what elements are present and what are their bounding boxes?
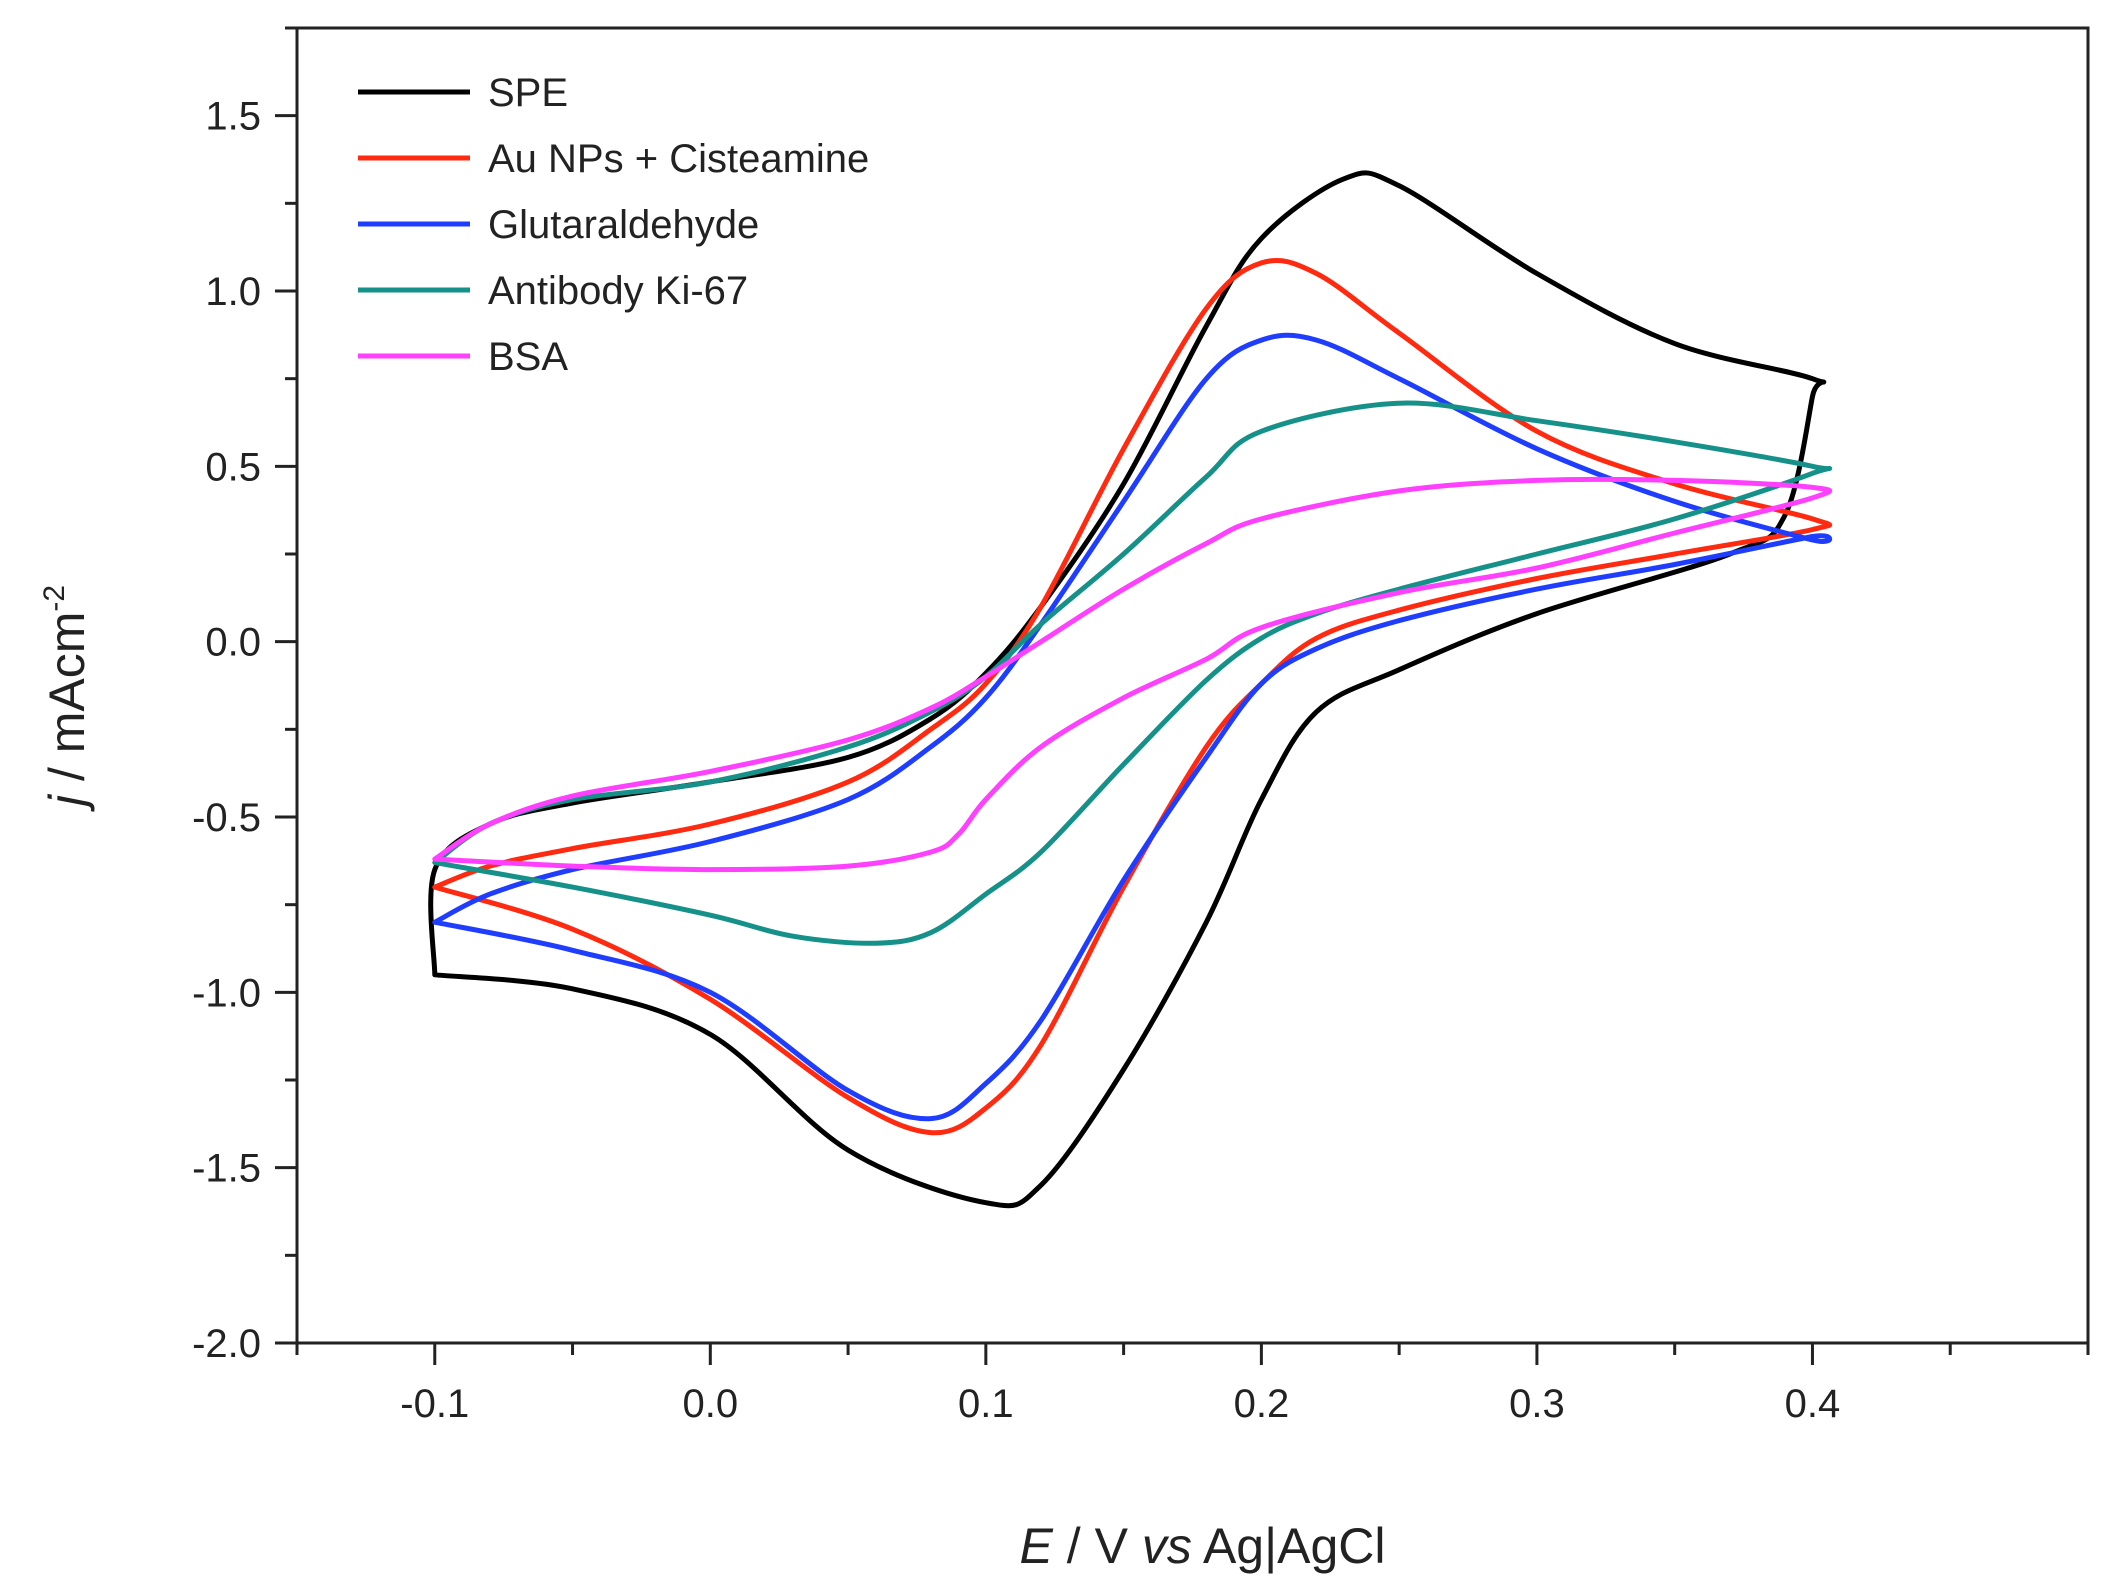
x-tick-label: 0.0 — [683, 1382, 739, 1426]
x-tick-label: 0.2 — [1234, 1382, 1290, 1426]
y-axis-title-units: / mAcm — [39, 612, 95, 795]
legend-label-glutaraldehyde: Glutaraldehyde — [488, 203, 759, 247]
y-tick-label: 0.0 — [205, 621, 261, 665]
y-tick-label: 1.5 — [205, 95, 261, 139]
y-tick-label: -0.5 — [192, 796, 261, 840]
y-axis-title: j / mAcm-2 — [38, 585, 95, 812]
x-axis-title: E / V vs Ag|AgCl — [1020, 1518, 1386, 1574]
y-tick-label: -1.5 — [192, 1147, 261, 1191]
x-axis: -0.1 0.0 0.1 0.2 0.3 0.4 — [295, 1343, 2090, 1426]
legend-label-spe: SPE — [488, 71, 568, 115]
series-line-spe — [428, 170, 1827, 1209]
x-axis-title-var: E — [1020, 1518, 1054, 1574]
y-tick-label: -1.0 — [192, 971, 261, 1015]
x-tick-label: 0.4 — [1785, 1382, 1841, 1426]
legend: SPE Au NPs + Cisteamine Glutaraldehyde Anti… — [358, 71, 869, 379]
series-line-antibody-ki-67 — [432, 400, 1833, 946]
y-tick-label: 0.5 — [205, 445, 261, 489]
y-tick-label: 1.0 — [205, 270, 261, 314]
y-axis: -2.0 -1.5 -1.0 -0.5 0.0 0.5 1.0 1.5 — [192, 26, 297, 1366]
x-axis-title-units: / V — [1053, 1518, 1142, 1574]
series-line-au-nps-cisteamine — [432, 257, 1833, 1136]
x-tick-label: -0.1 — [400, 1382, 469, 1426]
x-tick-label: 0.3 — [1509, 1382, 1565, 1426]
legend-label-antibody-ki-67: Antibody Ki-67 — [488, 269, 748, 313]
legend-label-au-nps-cisteamine: Au NPs + Cisteamine — [488, 137, 869, 181]
curves-group — [428, 170, 1833, 1209]
series-line-glutaraldehyde — [432, 332, 1833, 1122]
x-axis-title-vs: vs — [1142, 1518, 1192, 1574]
y-axis-title-exponent: -2 — [38, 585, 71, 612]
y-tick-label: -2.0 — [192, 1322, 261, 1366]
plot-frame — [295, 26, 2090, 1345]
x-tick-label: 0.1 — [958, 1382, 1014, 1426]
x-axis-title-reference: Ag|AgCl — [1192, 1518, 1386, 1574]
legend-label-bsa: BSA — [488, 335, 568, 379]
series-line-bsa — [432, 476, 1833, 873]
